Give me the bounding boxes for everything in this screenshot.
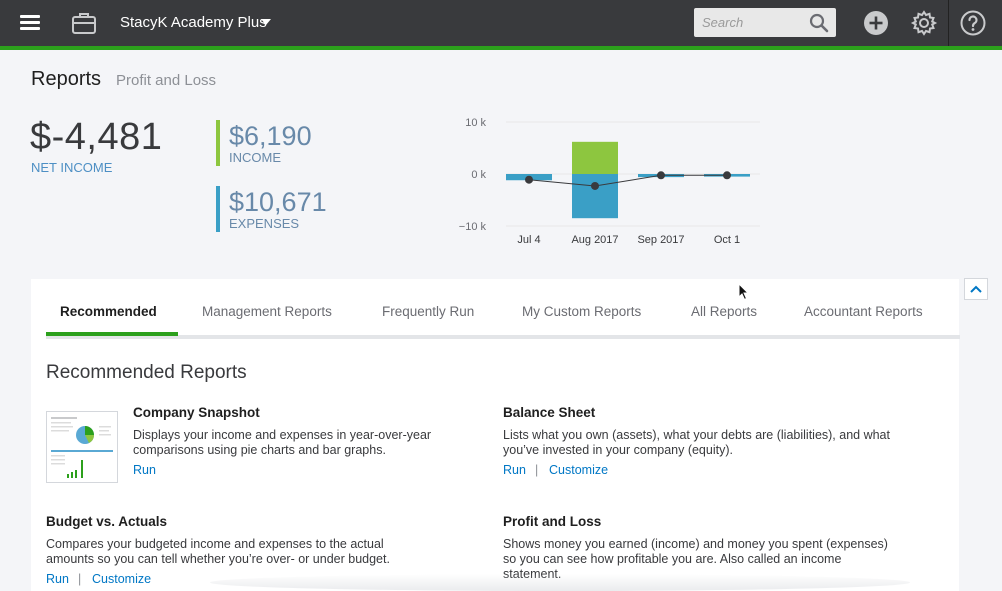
report-desc-company-snapshot: Displays your income and expenses in yea… <box>133 428 432 442</box>
briefcase-icon[interactable] <box>70 10 98 36</box>
plus-icon[interactable] <box>862 9 890 37</box>
topbar-accent-line <box>0 46 1002 50</box>
income-color-bar <box>216 120 220 166</box>
profit-loss-chart[interactable]: 10 k 0 k −10 k Jul 4 Aug 2017 Sep 2017 Oct 1 <box>440 108 770 253</box>
run-link-balance-sheet[interactable]: Run <box>503 463 526 477</box>
chart-y-tick-label: 0 k <box>471 169 486 181</box>
mouse-cursor-icon <box>738 283 750 301</box>
topbar-divider <box>948 0 949 46</box>
active-tab-indicator <box>46 332 178 336</box>
report-desc-profit-and-loss: Shows money you earned (income) and mone… <box>503 537 888 551</box>
chart-bar-income <box>572 141 618 174</box>
company-snapshot-thumbnail[interactable] <box>46 411 118 483</box>
chevron-up-icon <box>970 285 982 293</box>
chart-x-tick-label: Sep 2017 <box>637 234 684 246</box>
report-desc-balance-sheet: Lists what you own (assets), what your d… <box>503 428 890 442</box>
company-name-dropdown[interactable]: StacyK Academy Plus <box>120 14 267 31</box>
menu-icon[interactable] <box>18 12 42 34</box>
report-desc-budget-vs-actuals: Compares your budgeted income and expens… <box>46 537 384 551</box>
report-title-profit-and-loss[interactable]: Profit and Loss <box>503 514 602 529</box>
tab-accountant-reports[interactable]: Accountant Reports <box>804 304 923 319</box>
link-separator: | <box>78 572 82 586</box>
gear-icon[interactable] <box>910 9 938 37</box>
page-subtitle: Profit and Loss <box>116 72 217 89</box>
tabs-track <box>46 335 960 339</box>
chart-y-tick-label: −10 k <box>459 221 487 233</box>
top-bar: StacyK Academy Plus <box>0 0 1002 46</box>
report-thumbnail-icon <box>51 417 113 478</box>
expenses-color-bar <box>216 186 220 232</box>
net-income-value: $-4,481 <box>30 116 163 158</box>
section-title: Recommended Reports <box>46 362 247 383</box>
run-link-company-snapshot[interactable]: Run <box>133 463 156 477</box>
run-link-budget-vs-actuals[interactable]: Run <box>46 572 69 586</box>
tab-my-custom-reports[interactable]: My Custom Reports <box>522 304 642 319</box>
chart-net-point <box>525 175 533 184</box>
scroll-fade <box>210 574 910 591</box>
search-box[interactable] <box>694 8 836 37</box>
tab-all-reports[interactable]: All Reports <box>691 304 758 319</box>
chart-x-tick-label: Jul 4 <box>517 234 540 246</box>
expenses-value: $10,671 <box>229 187 327 217</box>
collapse-button[interactable] <box>964 278 988 300</box>
chart-net-line <box>528 174 727 187</box>
chart-y-tick-label: 10 k <box>465 117 486 129</box>
report-desc-profit-and-loss-2: so you can see how profitable you are. A… <box>503 552 842 566</box>
report-title-budget-vs-actuals[interactable]: Budget vs. Actuals <box>46 514 168 529</box>
chart-net-point <box>591 181 599 190</box>
tab-management-reports[interactable]: Management Reports <box>202 304 332 319</box>
net-income-label: NET INCOME <box>31 160 113 175</box>
report-desc-company-snapshot-2: comparisons using pie charts and bar gra… <box>133 443 386 457</box>
customize-link-balance-sheet[interactable]: Customize <box>549 463 609 477</box>
report-title-balance-sheet[interactable]: Balance Sheet <box>503 405 596 420</box>
search-input[interactable] <box>694 8 804 37</box>
chart-x-tick-label: Aug 2017 <box>571 234 618 246</box>
income-value: $6,190 <box>229 121 312 151</box>
customize-link-budget-vs-actuals[interactable]: Customize <box>92 572 152 586</box>
search-icon[interactable] <box>808 12 830 34</box>
chart-net-point <box>657 171 665 180</box>
tab-frequently-run[interactable]: Frequently Run <box>382 304 475 319</box>
chart-bar-expenses <box>572 174 618 219</box>
report-desc-balance-sheet-2: you’ve invested in your company (equity)… <box>503 443 733 457</box>
expenses-label: EXPENSES <box>229 216 300 231</box>
report-desc-budget-vs-actuals-2: amounts so you can tell whether you’re o… <box>46 552 390 566</box>
tab-recommended[interactable]: Recommended <box>60 304 157 319</box>
chevron-down-icon[interactable] <box>261 19 271 25</box>
help-icon[interactable] <box>959 9 987 37</box>
reports-panel <box>31 279 959 591</box>
chart-x-tick-label: Oct 1 <box>714 234 740 246</box>
page-title: Reports <box>31 68 102 90</box>
report-title-company-snapshot[interactable]: Company Snapshot <box>133 405 260 420</box>
link-separator: | <box>535 463 539 477</box>
chart-net-point <box>723 171 731 180</box>
income-label: INCOME <box>229 150 281 165</box>
